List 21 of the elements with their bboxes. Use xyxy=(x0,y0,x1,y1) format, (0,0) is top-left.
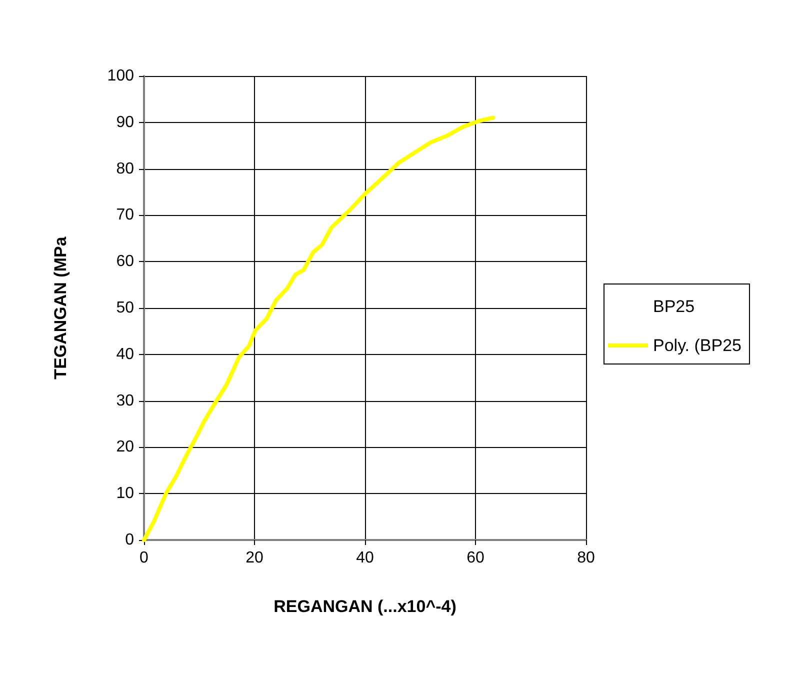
text: BP25 xyxy=(653,297,695,316)
x-tick-label: 20 xyxy=(246,550,264,566)
y-tick-label: 50 xyxy=(116,300,134,316)
y-tick-label: 20 xyxy=(116,438,134,456)
y-axis-title: TEGANGAN (MPa xyxy=(51,236,70,380)
y-tick-label: 30 xyxy=(116,392,134,410)
y-tick-label: 100 xyxy=(107,68,134,84)
x-tick-label: 40 xyxy=(356,550,374,566)
x-tick-label: 60 xyxy=(466,550,484,566)
y-tick-label: 70 xyxy=(116,206,134,224)
line-series xyxy=(142,116,496,542)
y-tick-label: 10 xyxy=(116,485,134,502)
y-tick-label: 60 xyxy=(116,253,134,270)
y-tick-label: 40 xyxy=(116,346,134,363)
legend-label: Poly. (BP25 xyxy=(653,336,742,355)
y-tick-label: 0 xyxy=(125,532,134,548)
x-axis-title: REGANGAN (...x10^-4) xyxy=(274,597,456,616)
x-tick-label: 80 xyxy=(577,550,595,566)
y-tick-label: 80 xyxy=(116,160,134,178)
x-tick-label: 0 xyxy=(140,550,149,566)
y-tick-label: 90 xyxy=(116,114,134,131)
